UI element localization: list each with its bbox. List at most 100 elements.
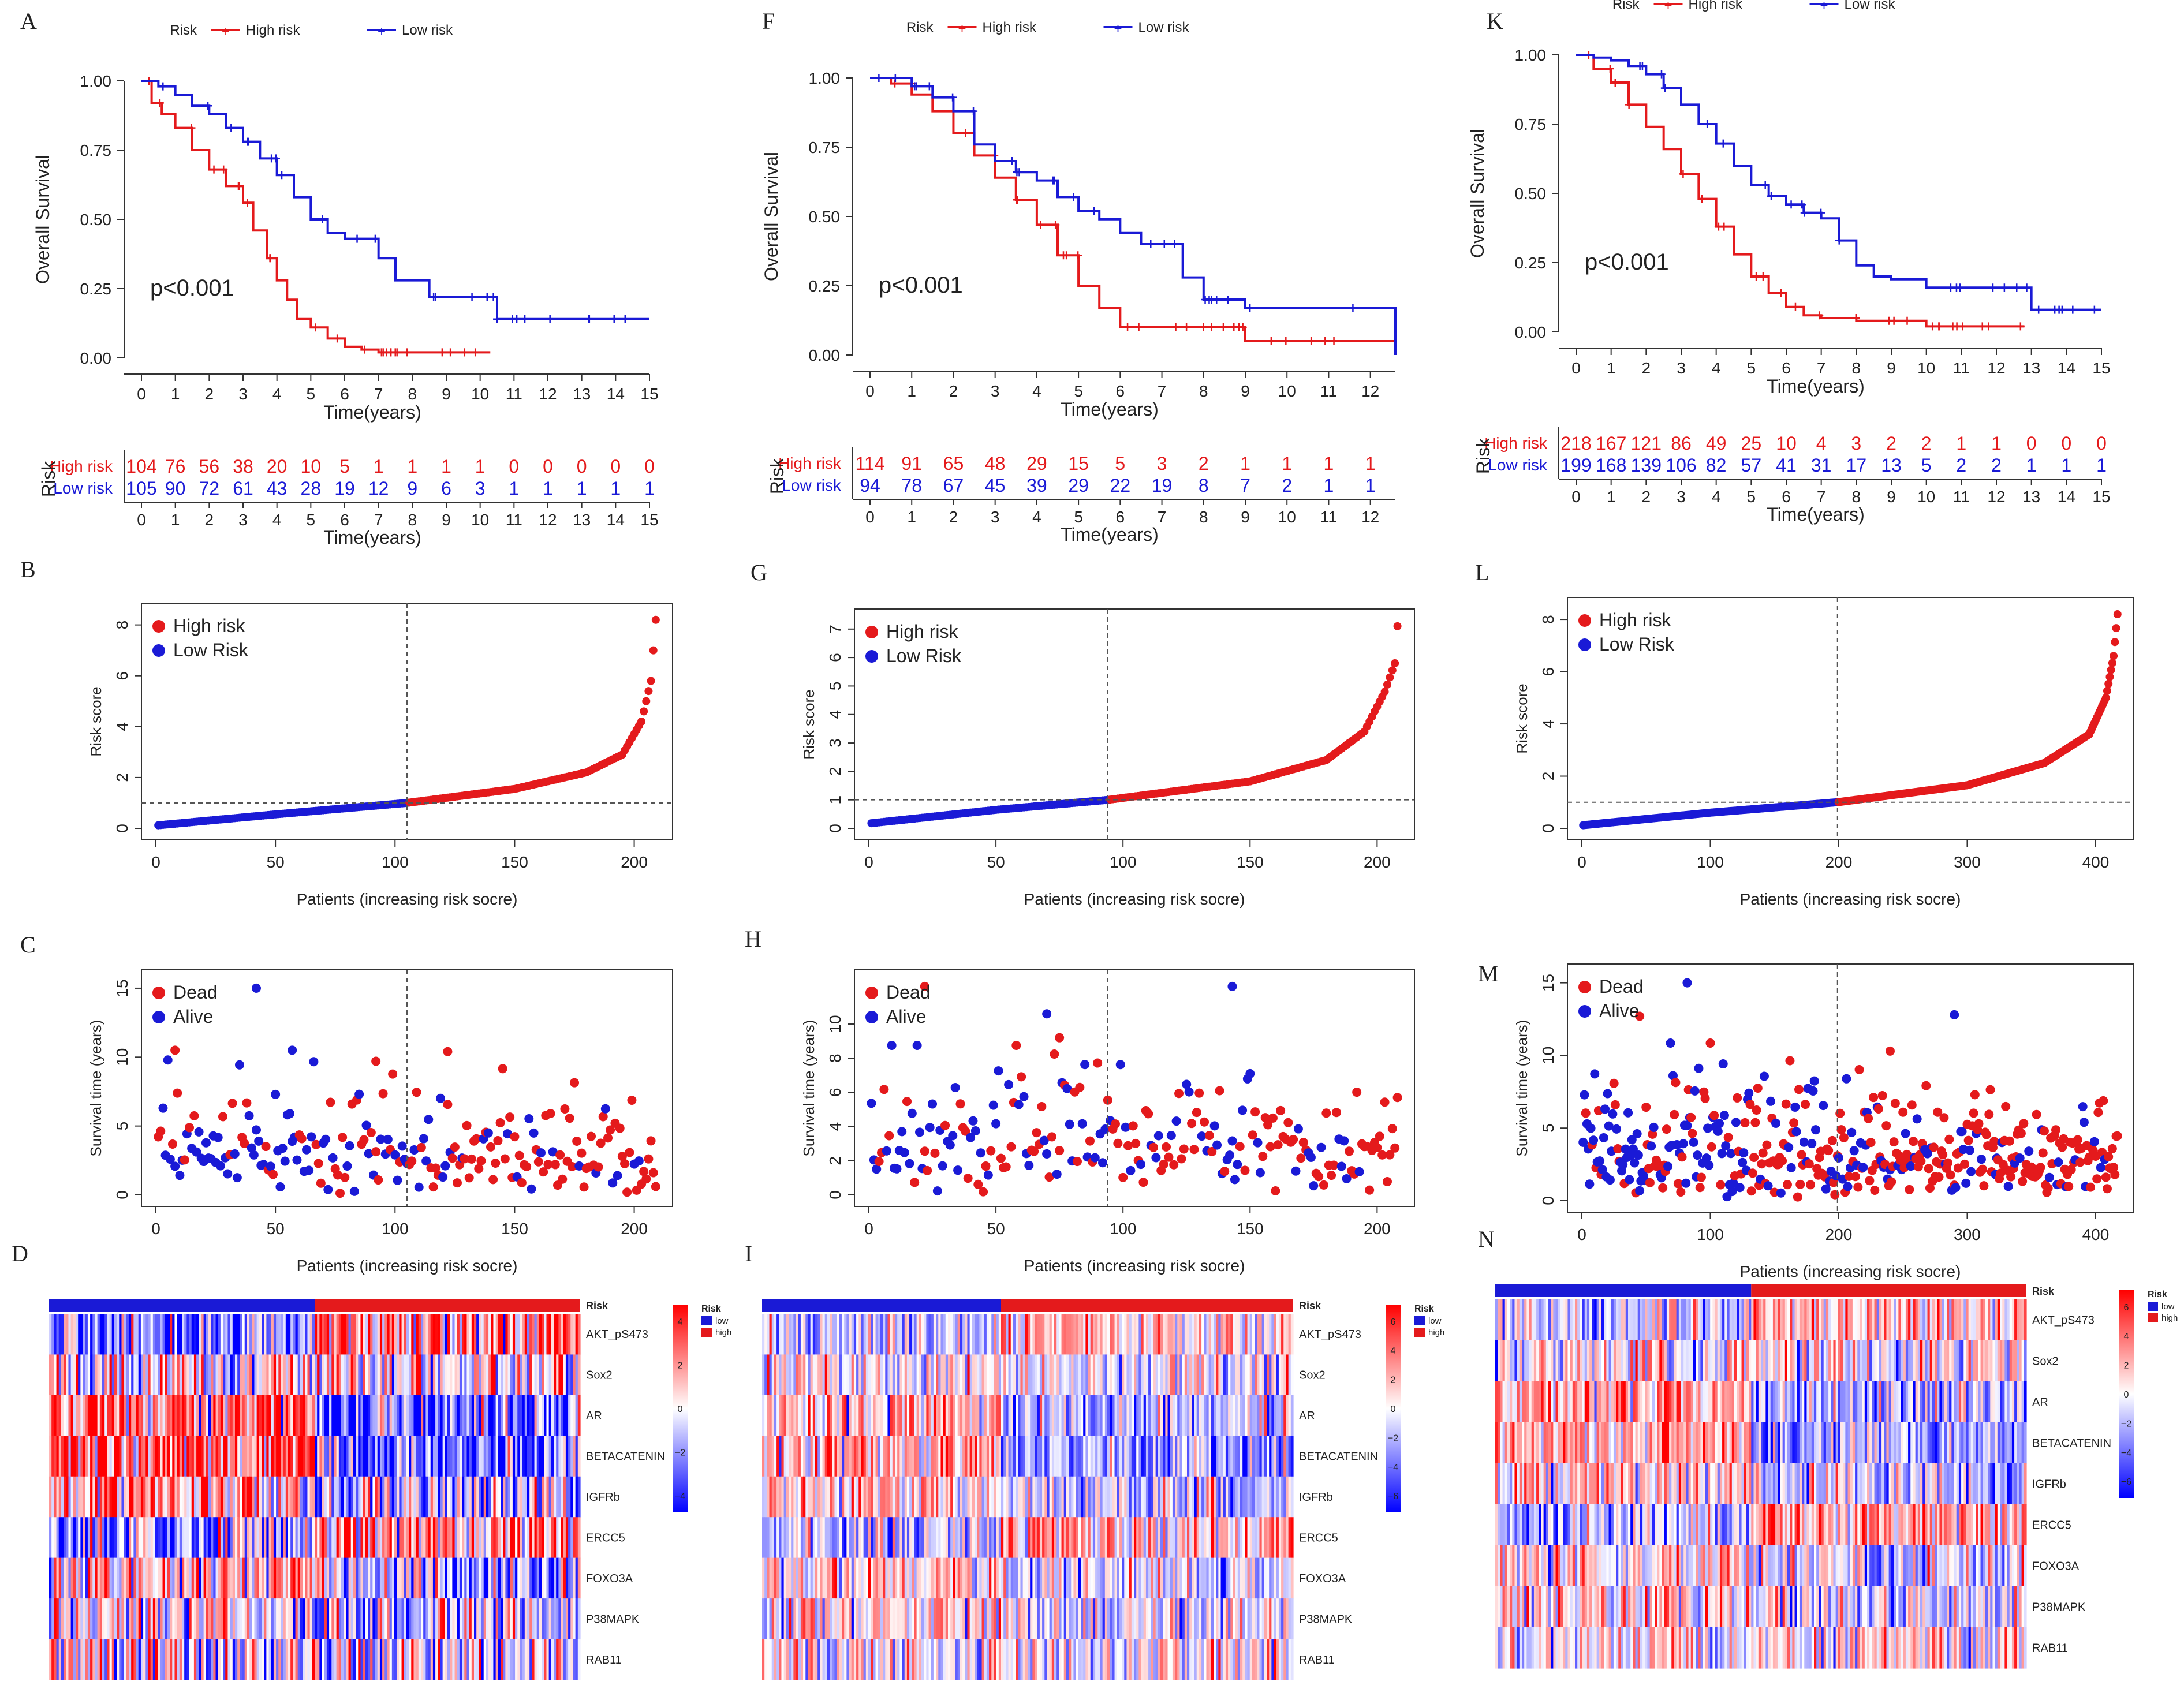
y-tick-label: 0.00 bbox=[809, 346, 841, 364]
heat-cell bbox=[522, 1436, 525, 1477]
heat-cell bbox=[334, 1476, 337, 1518]
heat-cell bbox=[232, 1598, 236, 1640]
heat-cell bbox=[230, 1436, 233, 1477]
heat-cell bbox=[459, 1436, 462, 1477]
heat-cell bbox=[293, 1476, 296, 1518]
heat-cell bbox=[432, 1639, 436, 1680]
heat-cell bbox=[1066, 1314, 1069, 1355]
heat-cell bbox=[1129, 1395, 1132, 1436]
heat-cell bbox=[527, 1517, 530, 1559]
heat-cell bbox=[786, 1476, 789, 1518]
alive-point bbox=[938, 1161, 947, 1171]
heat-cell bbox=[914, 1314, 917, 1355]
heat-cell bbox=[70, 1557, 74, 1599]
heat-cell bbox=[880, 1354, 883, 1396]
heat-cell bbox=[358, 1476, 361, 1518]
heat-cell bbox=[370, 1436, 373, 1477]
heat-cell bbox=[960, 1314, 963, 1355]
heat-cell bbox=[331, 1557, 335, 1599]
heat-cell bbox=[186, 1395, 190, 1436]
dead-point bbox=[1387, 1124, 1397, 1134]
heat-cell bbox=[102, 1639, 105, 1680]
heat-cell bbox=[892, 1517, 895, 1559]
censor-mark bbox=[187, 124, 196, 132]
heat-cell bbox=[892, 1598, 895, 1640]
heat-cell bbox=[307, 1517, 311, 1559]
heat-cell bbox=[83, 1517, 86, 1559]
heat-cell bbox=[842, 1557, 845, 1599]
heat-cell bbox=[167, 1436, 170, 1477]
heat-cell bbox=[220, 1314, 223, 1355]
heat-cell bbox=[991, 1395, 995, 1436]
heat-cell bbox=[220, 1476, 223, 1518]
heat-cell bbox=[527, 1639, 530, 1680]
heat-cell bbox=[242, 1598, 245, 1640]
heat-cell bbox=[1037, 1436, 1040, 1477]
alive-point bbox=[1225, 1150, 1235, 1160]
heat-cell bbox=[851, 1476, 854, 1518]
heat-cell bbox=[1242, 1314, 1245, 1355]
heat-cell bbox=[1020, 1314, 1024, 1355]
heat-cell bbox=[883, 1557, 886, 1599]
heat-cell bbox=[906, 1517, 910, 1559]
heat-cell bbox=[290, 1598, 293, 1640]
heat-cell bbox=[290, 1436, 293, 1477]
heat-cell bbox=[1220, 1476, 1224, 1518]
heat-cell bbox=[438, 1395, 441, 1436]
heat-cell bbox=[1237, 1354, 1241, 1396]
heat-cell bbox=[979, 1476, 983, 1518]
heat-cell bbox=[897, 1598, 900, 1640]
heat-cell bbox=[1223, 1557, 1226, 1599]
heat-cell bbox=[996, 1436, 999, 1477]
y-tick-label: 5 bbox=[826, 682, 844, 691]
heat-cell bbox=[379, 1436, 383, 1477]
heat-cell bbox=[960, 1557, 963, 1599]
x-tick-label: 3 bbox=[991, 508, 1000, 526]
heat-cell bbox=[49, 1314, 52, 1355]
heat-cell bbox=[916, 1517, 920, 1559]
heat-cell bbox=[1114, 1476, 1118, 1518]
heat-cell bbox=[288, 1517, 291, 1559]
heat-cell bbox=[1085, 1436, 1089, 1477]
heat-cell bbox=[1039, 1354, 1043, 1396]
heat-cell bbox=[776, 1314, 779, 1355]
heat-cell bbox=[336, 1436, 339, 1477]
alive-point bbox=[1077, 1119, 1087, 1129]
heat-cell bbox=[895, 1517, 898, 1559]
heat-cell bbox=[117, 1476, 120, 1518]
heat-cell bbox=[1129, 1314, 1132, 1355]
heat-cell bbox=[1172, 1436, 1175, 1477]
heat-cell bbox=[230, 1354, 233, 1396]
heat-cell bbox=[1264, 1395, 1267, 1436]
heat-cell bbox=[300, 1517, 303, 1559]
heat-cell bbox=[1167, 1436, 1171, 1477]
heat-cell bbox=[858, 1476, 862, 1518]
heat-cell bbox=[1172, 1395, 1175, 1436]
heat-cell bbox=[1233, 1517, 1236, 1559]
risk-count: 43 bbox=[267, 478, 288, 499]
censor-mark bbox=[227, 124, 236, 132]
heat-cell bbox=[858, 1395, 862, 1436]
heat-cell bbox=[334, 1436, 337, 1477]
heat-cell bbox=[1059, 1517, 1062, 1559]
heat-cell bbox=[172, 1354, 176, 1396]
heat-cell bbox=[155, 1436, 158, 1477]
heat-cell bbox=[846, 1557, 850, 1599]
heat-cell bbox=[61, 1395, 64, 1436]
km-curve-high bbox=[141, 80, 491, 354]
heat-cell bbox=[438, 1314, 441, 1355]
heat-cell bbox=[981, 1476, 985, 1518]
heat-cell bbox=[1276, 1395, 1279, 1436]
heat-cell bbox=[119, 1395, 122, 1436]
heat-cell bbox=[90, 1598, 93, 1640]
heat-cell bbox=[565, 1598, 569, 1640]
heat-cell bbox=[1006, 1476, 1009, 1518]
heat-cell bbox=[771, 1557, 775, 1599]
heat-cell bbox=[1030, 1314, 1033, 1355]
heat-cell bbox=[928, 1557, 932, 1599]
heat-cell bbox=[527, 1395, 530, 1436]
heat-cell bbox=[155, 1354, 158, 1396]
heat-cell bbox=[849, 1557, 852, 1599]
heat-cell bbox=[450, 1639, 453, 1680]
heat-cell bbox=[259, 1436, 262, 1477]
